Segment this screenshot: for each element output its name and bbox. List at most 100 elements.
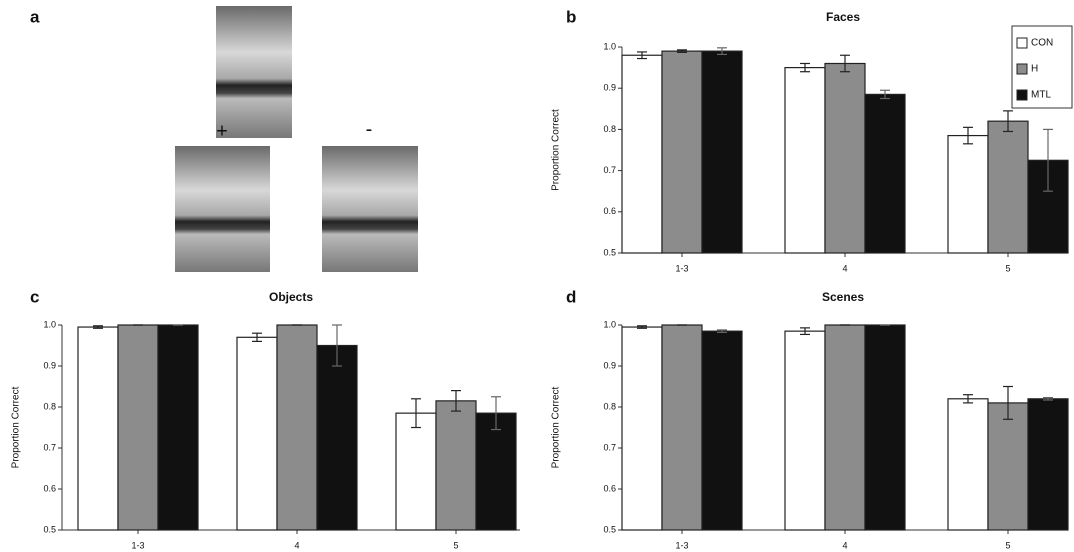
y-axis-label: Proportion Correct [551,386,562,468]
y-tick-label: 0.9 [43,360,56,370]
bar [864,324,906,531]
bar [661,324,703,531]
panel-a: a + - [30,6,418,272]
chart-panel: b Faces Proportion Correct 0.5 0.6 0.7 0.8 0.9 1… [551,7,1073,273]
y-tick-label: 0.7 [603,442,616,452]
bar [276,324,318,531]
bar [987,120,1029,254]
y-tick-label: 0.8 [43,401,56,411]
error-bar [491,396,501,431]
error-bar [411,398,421,429]
chart-title: Objects [269,290,313,304]
stimulus-image [175,146,270,272]
error-bar [1003,385,1013,420]
x-tick-label: 1-3 [675,540,688,550]
legend-swatch [1016,63,1028,75]
x-tick-label: 5 [1005,263,1010,273]
bar [947,398,989,531]
bar [435,400,477,531]
error-bar [840,54,850,73]
error-bar [252,332,262,342]
y-tick-label: 1.0 [603,41,616,51]
error-bar [637,325,647,329]
y-tick-label: 0.6 [603,206,616,216]
y-tick-label: 1.0 [603,319,616,329]
y-axis-label: Proportion Correct [551,109,562,191]
bar [701,330,743,531]
plus-sign: + [216,120,228,142]
y-tick-label: 0.6 [603,483,616,493]
bar [316,344,358,531]
error-bar [800,327,810,336]
x-tick-label: 5 [453,540,458,550]
error-bar [332,324,342,367]
error-bar [93,325,103,329]
bar [784,330,826,531]
y-tick-label: 0.5 [43,524,56,534]
bar [947,134,989,254]
bar [157,324,199,531]
error-bar [677,49,687,53]
bar [864,93,906,254]
bar [621,326,663,531]
chart-title: Faces [826,10,860,24]
panel-label: d [566,287,576,306]
bar [77,326,119,531]
x-tick-label: 1-3 [675,263,688,273]
error-bar [800,62,810,73]
y-tick-label: 0.6 [43,483,56,493]
bar [117,324,159,531]
error-bar [1003,110,1013,133]
x-tick-label: 4 [842,540,847,550]
panel-label: c [30,287,39,306]
x-tick-label: 1-3 [131,540,144,550]
stimulus-image [216,6,292,138]
y-tick-label: 0.9 [603,360,616,370]
bar [824,62,866,254]
y-tick-label: 0.8 [603,401,616,411]
error-bar [1043,396,1053,401]
legend-swatch [1016,37,1028,49]
error-bar [717,329,727,333]
bar [395,412,437,531]
panel-label: b [566,7,576,26]
y-tick-label: 0.5 [603,524,616,534]
y-axis-label: Proportion Correct [11,386,22,468]
x-tick-label: 5 [1005,540,1010,550]
chart-panel: c Objects Proportion Correct 0.5 0.6 0.7 0.8 0.… [11,287,520,550]
y-tick-label: 0.5 [603,247,616,257]
minus-sign: - [366,118,373,140]
x-tick-label: 4 [294,540,299,550]
y-tick-label: 0.7 [43,442,56,452]
chart-title: Scenes [822,290,864,304]
bar [987,402,1029,531]
error-bar [963,394,973,404]
error-bar [1043,128,1053,192]
error-bar [451,390,461,412]
panel-label: a [30,7,40,26]
error-bar [717,47,727,56]
error-bar [963,126,973,145]
bar [784,66,826,254]
stimulus-image [322,146,418,272]
legend-label: MTL [1031,90,1051,101]
x-tick-label: 4 [842,263,847,273]
y-tick-label: 0.8 [603,124,616,134]
bar [701,50,743,254]
legend-swatch [1016,89,1028,101]
legend-label: H [1031,64,1038,75]
bar [621,54,663,254]
bar [236,336,278,531]
bar [824,324,866,531]
chart-panel: d Scenes Proportion Correct 0.5 0.6 0.7 0.8 0.9… [551,287,1069,550]
bar [661,50,703,254]
y-tick-label: 0.9 [603,83,616,93]
y-tick-label: 1.0 [43,319,56,329]
error-bar [637,51,647,60]
bar [1027,398,1069,531]
error-bar [880,89,890,100]
y-tick-label: 0.7 [603,165,616,175]
bar [475,412,517,531]
legend-label: CON [1031,38,1053,49]
